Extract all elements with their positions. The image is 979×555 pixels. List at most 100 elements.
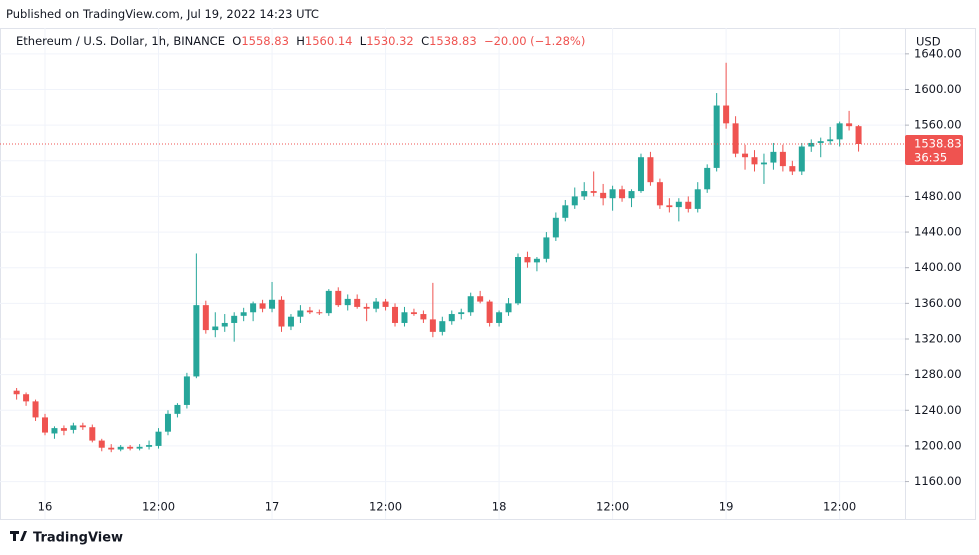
candle-body <box>70 425 77 430</box>
candle-body <box>344 298 351 306</box>
candle-body <box>287 316 294 327</box>
candle-body <box>723 105 730 124</box>
price-tag <box>905 134 963 165</box>
candle-body <box>146 445 153 447</box>
brand-logo <box>10 531 27 541</box>
candle-body <box>694 189 701 209</box>
candle-body <box>240 312 247 316</box>
candle-body <box>250 303 257 313</box>
candle-body <box>798 146 805 172</box>
candle-body <box>13 390 20 395</box>
x-tick-label: 16 <box>38 500 53 514</box>
candle-body <box>543 237 550 259</box>
candle-body <box>808 142 815 147</box>
change: −20.00 (−1.28%) <box>483 34 586 48</box>
x-tick-label: 12:00 <box>142 500 175 514</box>
candle-body <box>221 322 228 327</box>
y-tick-label: 1320.00 <box>914 331 962 345</box>
candle-body <box>410 312 417 315</box>
candle-body <box>439 321 446 332</box>
candle-body <box>855 126 862 144</box>
candle-body <box>429 319 436 332</box>
brand: TradingView <box>33 531 123 546</box>
candle-body <box>316 312 323 314</box>
candle-body <box>846 123 853 127</box>
candle-body <box>79 425 86 428</box>
candle-body <box>477 296 484 302</box>
candle-body <box>637 157 644 192</box>
candle-body <box>108 447 115 450</box>
candle-body <box>269 299 276 309</box>
candle-body <box>609 189 616 199</box>
candle-body <box>770 151 777 163</box>
candle-body <box>212 326 219 331</box>
candle-body <box>401 312 408 323</box>
candle-body <box>231 315 238 323</box>
y-tick-label: 1480.00 <box>914 189 962 203</box>
candle-body <box>581 191 588 197</box>
candle-body <box>836 123 843 140</box>
y-tick-label: 1160.00 <box>914 474 962 488</box>
candle-body <box>420 314 427 320</box>
candle-body <box>297 310 304 317</box>
candle-body <box>467 296 474 313</box>
ohlc-key: L <box>359 34 367 48</box>
y-tick-label: 1640.00 <box>914 46 962 60</box>
candle-body <box>306 310 313 313</box>
countdown: 36:35 <box>914 150 947 164</box>
ohlc-key: O <box>232 34 242 48</box>
candle-body <box>98 440 105 448</box>
candle-body <box>354 298 361 307</box>
x-tick-label: 12:00 <box>369 500 402 514</box>
x-tick-label: 17 <box>265 500 280 514</box>
candle-body <box>666 205 673 208</box>
candle-body <box>458 312 465 315</box>
candle-body <box>685 201 692 209</box>
candle-body <box>732 123 739 154</box>
candle-body <box>496 312 503 323</box>
candle-body <box>524 257 531 263</box>
candle-body <box>619 189 626 199</box>
candle-body <box>742 153 749 158</box>
x-tick-label: 12:00 <box>823 500 856 514</box>
candle-body <box>600 192 607 199</box>
candle-body <box>704 167 711 190</box>
candle-body <box>136 446 143 449</box>
y-tick-label: 1560.00 <box>914 118 962 132</box>
x-tick-label: 19 <box>719 500 734 514</box>
candle-body <box>628 191 635 199</box>
candle-body <box>486 301 493 323</box>
grid <box>0 28 905 519</box>
ohlc-value: 1558.83 <box>241 34 289 48</box>
candle-body <box>562 205 569 218</box>
candle-body <box>183 376 190 405</box>
candle-body <box>60 428 67 431</box>
candle-body <box>827 139 834 142</box>
candle-body <box>32 401 39 418</box>
y-tick-label: 1400.00 <box>914 260 962 274</box>
candle-body <box>23 394 30 402</box>
candle-body <box>571 196 578 206</box>
candle-body <box>675 201 682 208</box>
candle-body <box>656 182 663 206</box>
ohlc-value: 1530.32 <box>366 34 414 48</box>
published: Published on TradingView.com, Jul 19, 20… <box>6 7 319 21</box>
y-tick-label: 1240.00 <box>914 403 962 417</box>
candle-body <box>193 305 200 377</box>
candle-body <box>515 257 521 304</box>
candle-body <box>647 157 654 183</box>
candle-body <box>117 446 124 450</box>
candle-body <box>448 314 455 322</box>
candle-body <box>505 303 512 313</box>
y-axis-label: USD <box>916 35 941 49</box>
ohlc-key: H <box>296 34 305 48</box>
candle-body <box>278 299 285 327</box>
candle-body <box>533 258 540 263</box>
y-tick-label: 1360.00 <box>914 296 962 310</box>
ohlc-value: 1560.14 <box>304 34 353 48</box>
candle-body <box>174 404 181 414</box>
candle-body <box>164 413 171 432</box>
candle-body <box>259 303 266 309</box>
candle-body <box>751 157 758 165</box>
